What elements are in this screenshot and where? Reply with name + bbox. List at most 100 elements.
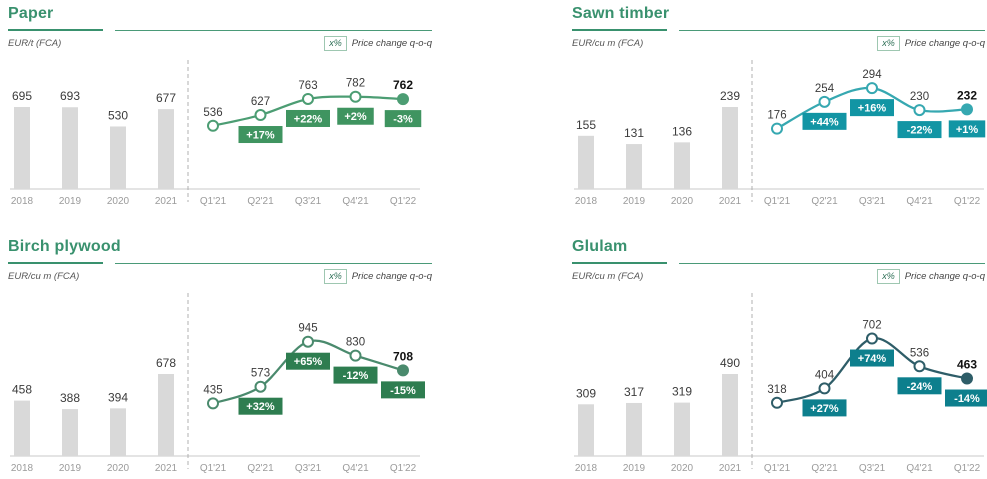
quarter-label: Q3'21 [859,196,886,207]
panel-paper: Paper EUR/t (FCA) x% Price change q-o-q … [8,4,432,212]
panel-subheader: EUR/cu m (FCA) x% Price change q-o-q [572,268,985,284]
legend-label: Price change q-o-q [351,270,432,282]
bar-value-label: 394 [108,390,128,404]
year-label: 2020 [671,463,694,474]
legend: x% Price change q-o-q [324,268,432,284]
line-marker [818,382,831,395]
line-marker [349,90,362,103]
year-label: 2018 [575,463,598,474]
line-value-label: 830 [346,337,365,349]
line-marker [913,360,926,373]
year-label: 2019 [59,463,82,474]
unit-label: EUR/t (FCA) [8,37,62,49]
panel-subheader: EUR/cu m (FCA) x% Price change q-o-q [572,35,985,51]
line-marker [254,109,267,122]
unit-label: EUR/cu m (FCA) [572,37,644,49]
year-bar [14,400,30,456]
line-marker-latest [961,103,973,116]
quarter-label: Q2'21 [247,196,274,207]
pct-change-label: +1% [956,124,979,136]
pct-change-badge [238,126,283,144]
line-value-label: 232 [957,88,977,102]
panel-subheader: EUR/t (FCA) x% Price change q-o-q [8,35,432,51]
legend: x% Price change q-o-q [877,35,985,51]
line-value-label: 536 [203,107,222,119]
page-title: Paper [8,5,54,22]
line-marker [349,349,362,362]
pct-change-label: -24% [907,381,933,393]
pct-change-badge [897,377,942,395]
panel-birch-plywood: Birch plywood EUR/cu m (FCA) x% Price ch… [8,237,432,479]
pct-change-label: -3% [393,114,413,126]
year-bar [14,107,30,189]
line-marker [254,380,267,393]
title-underline-short [8,29,103,31]
line-marker [866,332,878,345]
year-bar [578,135,594,189]
line-value-label: 945 [298,323,317,335]
year-bar [626,402,642,456]
page-title: Birch plywood [8,238,121,255]
quarter-label: Q4'21 [906,196,933,207]
pct-change-label: -15% [390,385,416,397]
pct-change-label: +17% [246,130,275,142]
bar-value-label: 317 [624,385,644,399]
page-title: Sawn timber [572,5,670,22]
quarter-label: Q1'22 [954,196,981,207]
line-value-label: 762 [393,78,413,92]
title-divider [8,262,432,264]
line-value-label: 702 [862,320,881,332]
line-marker-latest [397,93,409,106]
paper-chart-canvas: 695 2018 693 2019 530 2020 677 2021 +17% +22% +2% -… [10,60,422,207]
title-divider [572,29,985,31]
line-marker [818,95,831,108]
quarter-label: Q3'21 [295,463,322,474]
quarter-label: Q1'21 [200,463,227,474]
quarter-label: Q1'22 [390,196,417,207]
pct-change-label: +65% [294,356,323,368]
year-label: 2019 [623,196,646,207]
pct-change-badge [802,399,847,417]
line-value-label: 782 [346,78,365,90]
pct-change-badge [945,389,987,407]
bar-value-label: 239 [720,89,740,103]
bar-value-label: 695 [12,89,32,103]
title-underline-long [679,29,985,31]
line-marker-latest [961,372,973,385]
title-underline-gap [103,263,115,264]
line-value-label: 536 [910,347,929,359]
year-bar [578,404,594,456]
year-bar [62,107,78,189]
year-label: 2021 [155,196,178,207]
year-bar [722,107,738,189]
title-underline-short [572,29,667,31]
bar-value-label: 388 [60,391,80,405]
bar-value-label: 677 [156,91,176,105]
bar-value-label: 693 [60,89,80,103]
line-value-label: 404 [815,369,835,381]
quarter-label: Q3'21 [295,196,322,207]
pct-change-badge [337,107,374,125]
bar-value-label: 530 [108,108,128,122]
title-divider [572,262,985,264]
legend: x% Price change q-o-q [877,268,985,284]
title-divider [8,29,432,31]
pct-change-badge [286,352,330,370]
quarter-label: Q4'21 [906,463,933,474]
line-value-label: 176 [767,110,786,122]
year-label: 2018 [11,196,34,207]
legend: x% Price change q-o-q [324,35,432,51]
year-bar [626,144,642,189]
pct-change-badge [238,397,283,415]
year-bar [722,374,738,456]
title-underline-long [679,262,985,264]
title-underline-short [572,262,667,264]
panel-sawn-timber: Sawn timber EUR/cu m (FCA) x% Price chan… [572,4,986,212]
quarter-label: Q1'21 [200,196,227,207]
pct-change-label: +27% [810,403,839,415]
line-value-label: 435 [203,384,222,396]
sawn-timber-chart-canvas: 155 2018 131 2019 136 2020 239 2021 +44% +16% -22%… [574,60,986,207]
panel-subheader: EUR/cu m (FCA) x% Price change q-o-q [8,268,432,284]
year-bar [62,409,78,456]
year-label: 2020 [107,463,130,474]
